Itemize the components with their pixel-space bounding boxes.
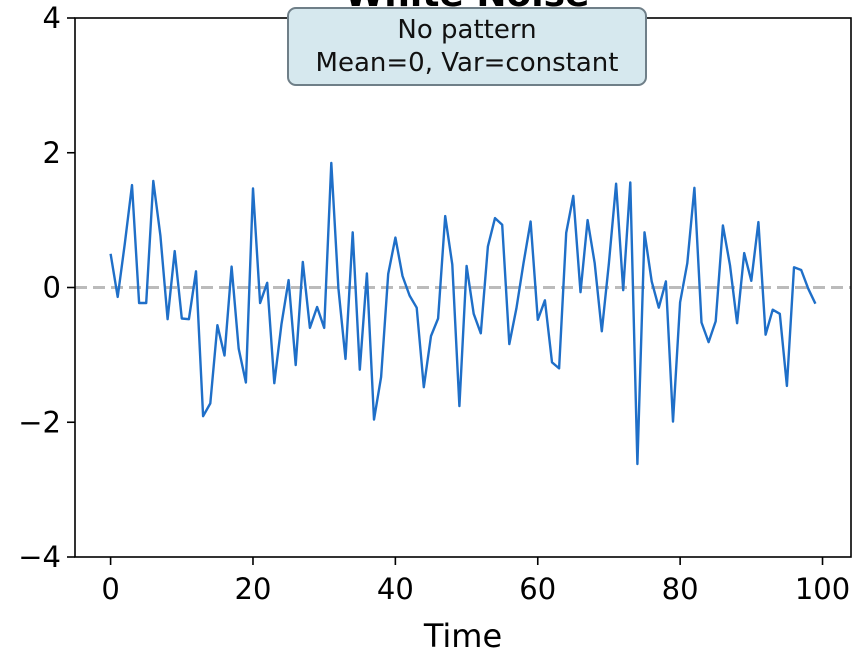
y-tick-label: 2 [43,136,61,170]
annotation-box: No pattern Mean=0, Var=constant [287,7,647,86]
annotation-line-2: Mean=0, Var=constant [316,48,619,78]
x-tick-label: 20 [235,572,272,606]
x-tick-label: 60 [519,572,556,606]
x-axis-ticks: 0 20 40 60 80 100 [101,557,850,606]
x-tick-label: 80 [662,572,699,606]
x-tick-label: 40 [377,572,414,606]
x-axis-label: Time [423,617,502,653]
annotation-line-1: No pattern [397,15,536,45]
y-tick-label: 4 [43,1,61,35]
y-tick-label: 0 [43,271,61,305]
y-tick-label: −2 [18,405,61,439]
annotation-background [287,7,647,86]
x-tick-label: 0 [101,572,119,606]
y-axis-ticks: −4 −2 0 2 4 [18,1,75,574]
y-tick-label: −4 [18,540,61,574]
x-tick-label: 100 [795,572,850,606]
series-line [109,161,817,466]
